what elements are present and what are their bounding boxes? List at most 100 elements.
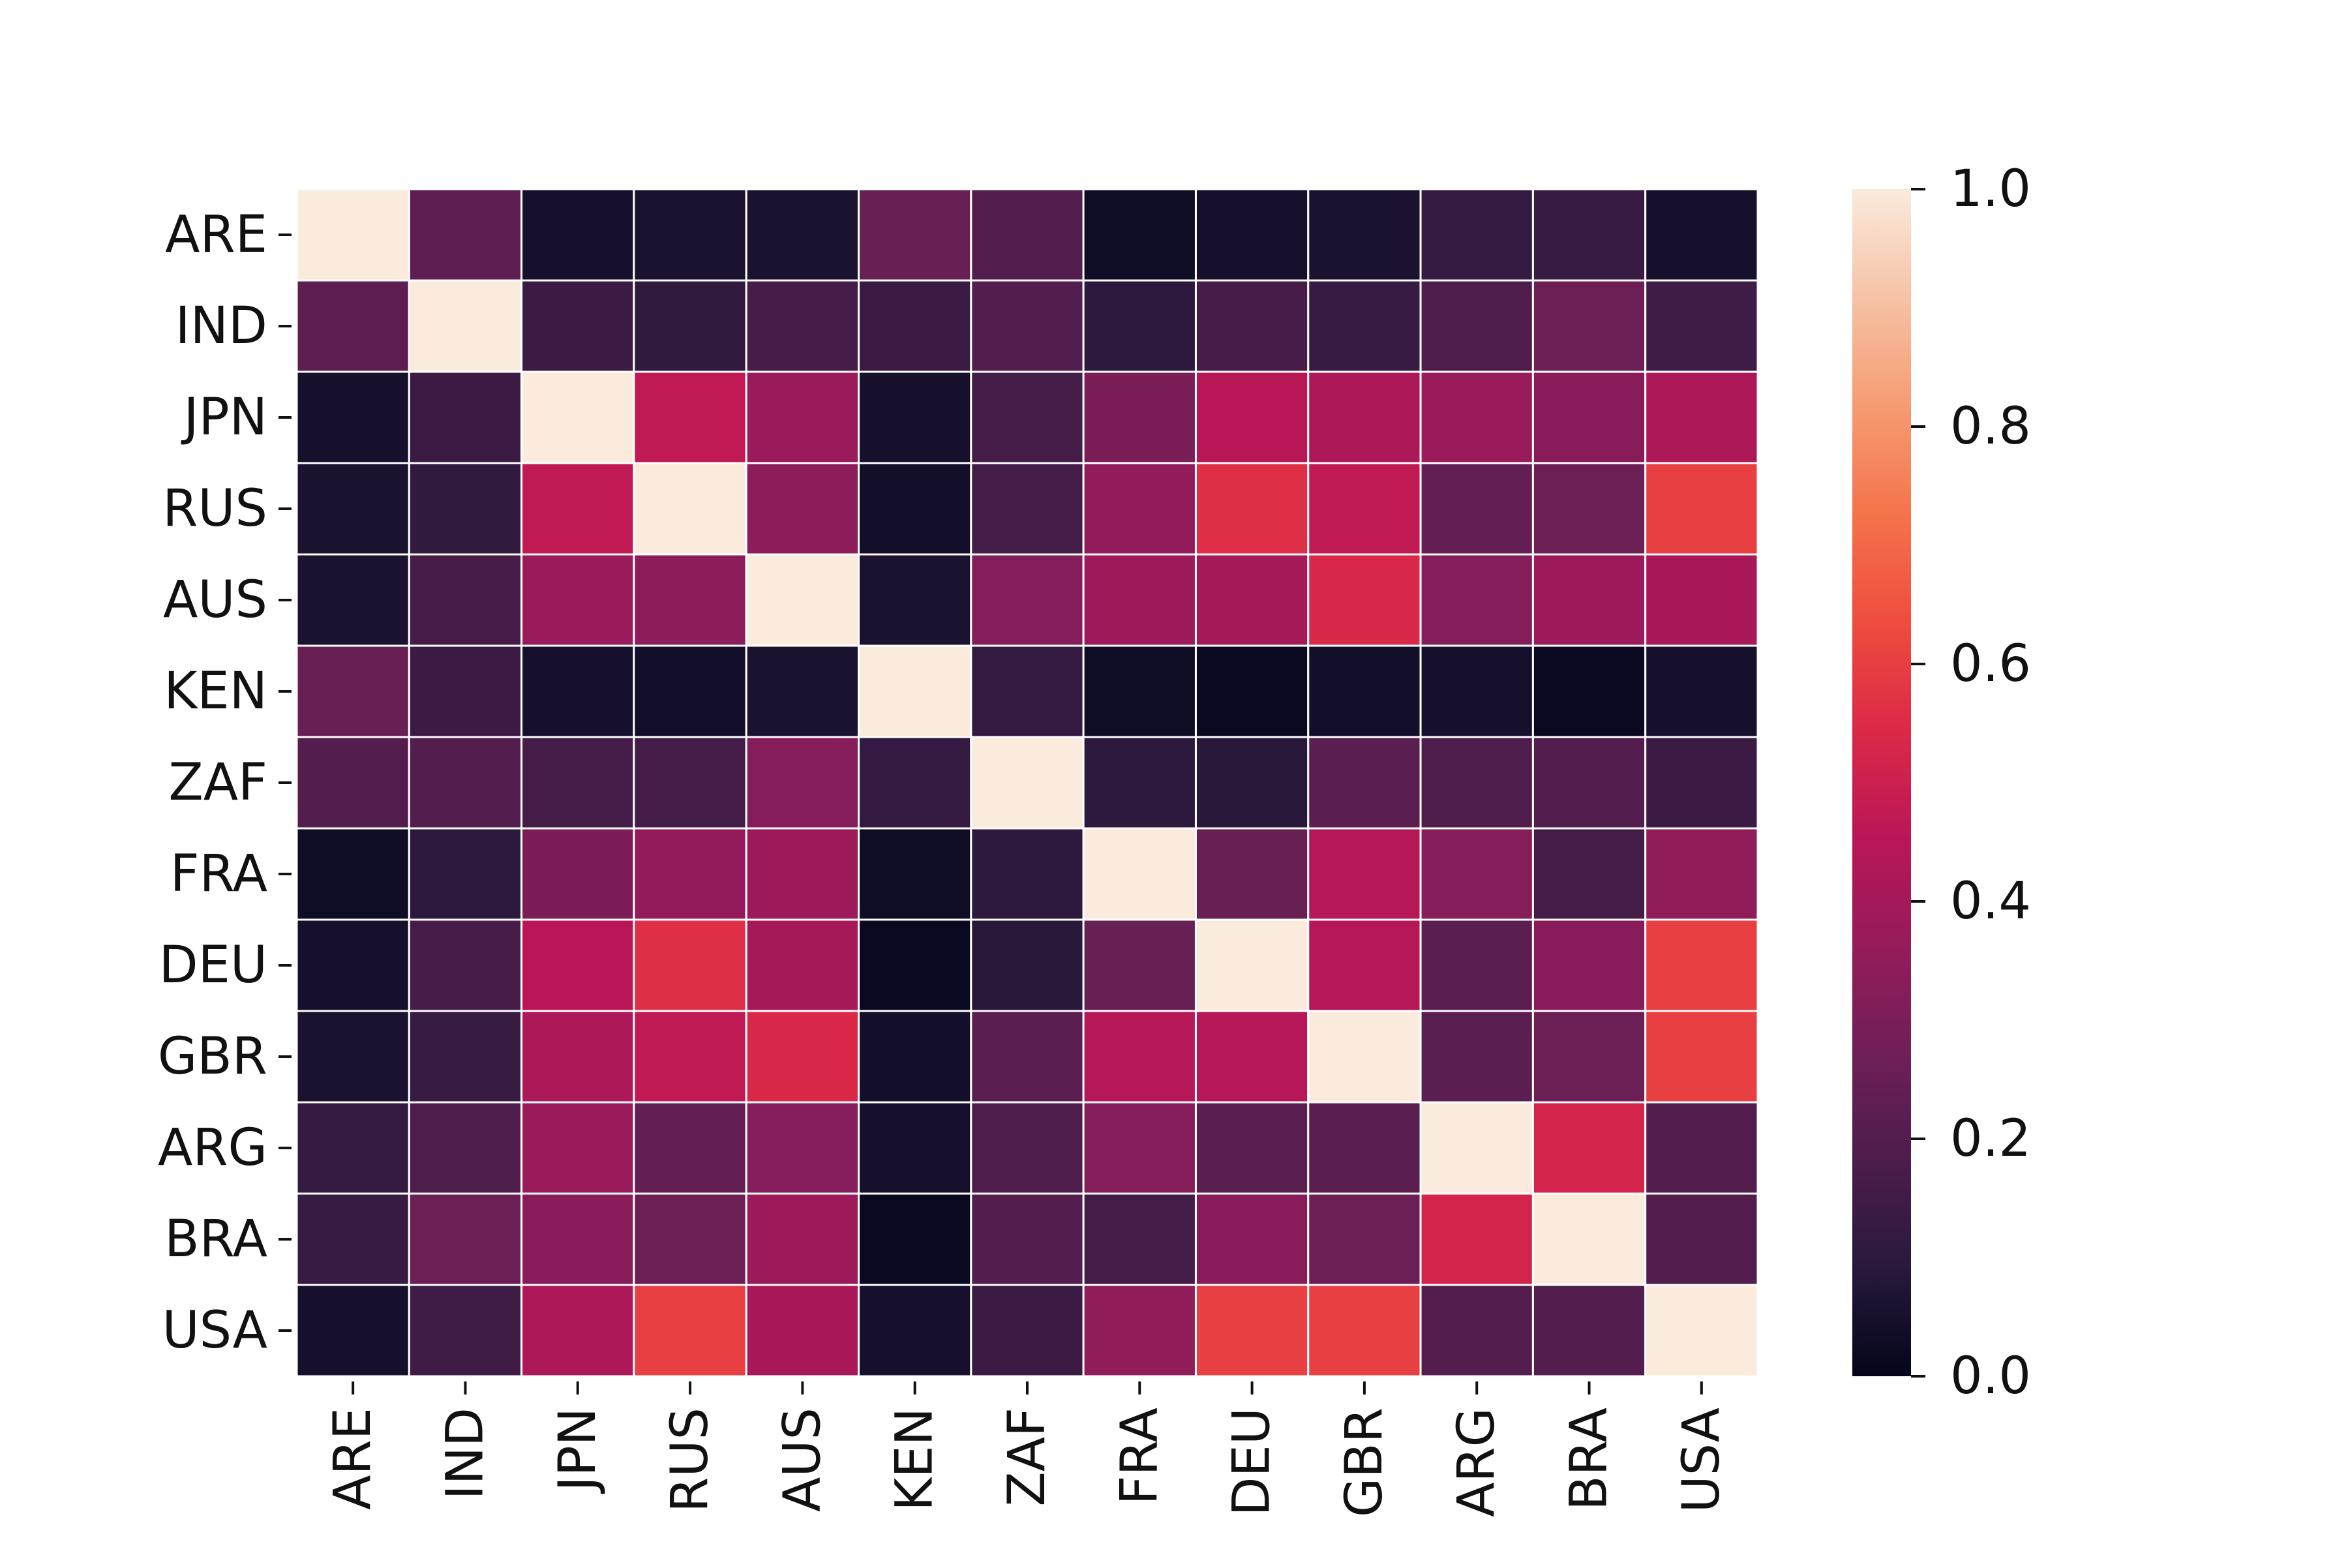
heatmap-cell-usa-fra (1082, 1284, 1197, 1378)
heatmap-cell-rus-rus (633, 462, 747, 556)
heatmap-cell-bra-fra (1082, 1192, 1197, 1286)
heatmap-cell-aus-ken (858, 553, 972, 647)
heatmap-cell-fra-rus (633, 827, 747, 921)
heatmap-cell-zaf-aus (745, 736, 860, 830)
heatmap-cell-gbr-gbr (1307, 1010, 1422, 1104)
heatmap-cell-ind-bra (1531, 279, 1647, 373)
heatmap-cell-fra-are (295, 827, 410, 921)
heatmap-cell-arg-ind (408, 1101, 523, 1195)
heatmap-cell-deu-arg (1419, 918, 1534, 1012)
heatmap-cell-ind-aus (745, 279, 860, 373)
heatmap-cell-ken-ken (858, 644, 972, 738)
heatmap-cell-usa-bra (1531, 1284, 1647, 1378)
x-tick-label: ARG (1447, 1408, 1506, 1517)
heatmap-cell-are-fra (1082, 188, 1197, 282)
heatmap-cell-deu-are (295, 918, 410, 1012)
heatmap-cell-rus-fra (1082, 462, 1197, 556)
heatmap-cell-fra-usa (1644, 827, 1759, 921)
x-tick-label: AUS (773, 1408, 832, 1512)
y-tick-label: DEU (159, 936, 267, 995)
heatmap-cell-are-rus (633, 188, 747, 282)
heatmap-cell-are-arg (1419, 188, 1534, 282)
heatmap-cell-zaf-zaf (970, 736, 1085, 830)
heatmap-cell-arg-arg (1419, 1101, 1534, 1195)
heatmap-cell-aus-are (295, 553, 410, 647)
heatmap-cell-bra-ind (408, 1192, 523, 1286)
x-tick-label: DEU (1223, 1408, 1282, 1516)
heatmap-cell-aus-usa (1644, 553, 1759, 647)
colorbar-tick-label: 1.0 (1950, 160, 2031, 219)
heatmap-cell-jpn-zaf (970, 370, 1085, 464)
heatmap-cell-arg-are (295, 1101, 410, 1195)
heatmap-cell-aus-bra (1531, 553, 1647, 647)
heatmap-cell-ind-zaf (970, 279, 1085, 373)
y-tick-label: JPN (181, 388, 267, 447)
heatmap-cell-are-aus (745, 188, 860, 282)
heatmap-cell-gbr-ind (408, 1010, 523, 1104)
heatmap-cell-fra-fra (1082, 827, 1197, 921)
heatmap-cell-usa-deu (1194, 1284, 1310, 1378)
heatmap-cell-are-jpn (520, 188, 635, 282)
heatmap-cell-usa-aus (745, 1284, 860, 1378)
y-tick-label: GBR (158, 1027, 267, 1086)
heatmap-cell-aus-fra (1082, 553, 1197, 647)
x-tick-label: JPN (549, 1408, 607, 1494)
y-tick-label: RUS (162, 479, 267, 538)
heatmap-cell-jpn-bra (1531, 370, 1647, 464)
x-tick-label: USA (1672, 1408, 1731, 1513)
heatmap-cell-arg-zaf (970, 1101, 1085, 1195)
heatmap-cell-gbr-usa (1644, 1010, 1759, 1104)
heatmap-cell-deu-ind (408, 918, 523, 1012)
heatmap-cell-rus-gbr (1307, 462, 1422, 556)
heatmap-cell-zaf-bra (1531, 736, 1647, 830)
heatmap-cell-arg-jpn (520, 1101, 635, 1195)
heatmap-cell-zaf-arg (1419, 736, 1534, 830)
heatmap-cell-are-usa (1644, 188, 1759, 282)
heatmap-cell-jpn-gbr (1307, 370, 1422, 464)
y-tick-label: ZAF (168, 753, 267, 812)
colorbar-tick-label: 0.6 (1950, 635, 2031, 693)
heatmap-cell-bra-usa (1644, 1192, 1759, 1286)
heatmap-cell-fra-zaf (970, 827, 1085, 921)
y-tick-label: AUS (163, 571, 267, 629)
heatmap-cell-rus-jpn (520, 462, 635, 556)
heatmap-cell-ind-are (295, 279, 410, 373)
heatmap-cell-fra-gbr (1307, 827, 1422, 921)
heatmap-cell-deu-gbr (1307, 918, 1422, 1012)
x-tick-label: ARE (324, 1408, 382, 1510)
colorbar: 0.0 0.2 0.4 0.6 0.8 1.0 (1852, 160, 2031, 1406)
heatmap-cell-are-zaf (970, 188, 1085, 282)
heatmap-cell-usa-are (295, 1284, 410, 1378)
heatmap-cell-are-are (295, 188, 410, 282)
y-axis: ARE IND JPN RUS AUS KEN ZAF FRA DEU GBR ARG BRA USA (158, 205, 292, 1360)
heatmap-cell-usa-rus (633, 1284, 747, 1378)
heatmap-cell-ken-jpn (520, 644, 635, 738)
colorbar-tick-label: 0.8 (1950, 397, 2031, 456)
heatmap-cell-ken-usa (1644, 644, 1759, 738)
heatmap-cell-jpn-rus (633, 370, 747, 464)
x-tick-label: FRA (1110, 1408, 1169, 1505)
heatmap-cell-rus-usa (1644, 462, 1759, 556)
heatmap-cell-arg-rus (633, 1101, 747, 1195)
x-tick-label: GBR (1335, 1408, 1394, 1517)
y-tick-label: KEN (164, 662, 267, 721)
heatmap-cell-gbr-deu (1194, 1010, 1310, 1104)
heatmap-cell-deu-fra (1082, 918, 1197, 1012)
heatmap-cell-rus-arg (1419, 462, 1534, 556)
heatmap-cell-bra-gbr (1307, 1192, 1422, 1286)
x-tick-label: BRA (1560, 1408, 1619, 1511)
heatmap-cell-rus-ken (858, 462, 972, 556)
heatmap-cell-bra-zaf (970, 1192, 1085, 1286)
heatmap-cell-deu-aus (745, 918, 860, 1012)
heatmap-cell-usa-usa (1644, 1284, 1759, 1378)
heatmap-cell-fra-ken (858, 827, 972, 921)
heatmap-cell-zaf-gbr (1307, 736, 1422, 830)
heatmap-cell-jpn-ken (858, 370, 972, 464)
heatmap-cell-rus-aus (745, 462, 860, 556)
heatmap-cell-rus-deu (1194, 462, 1310, 556)
colorbar-gradient (1852, 189, 1911, 1376)
heatmap-cell-ken-bra (1531, 644, 1647, 738)
heatmap-cell-aus-aus (745, 553, 860, 647)
heatmap-cell-aus-ind (408, 553, 523, 647)
